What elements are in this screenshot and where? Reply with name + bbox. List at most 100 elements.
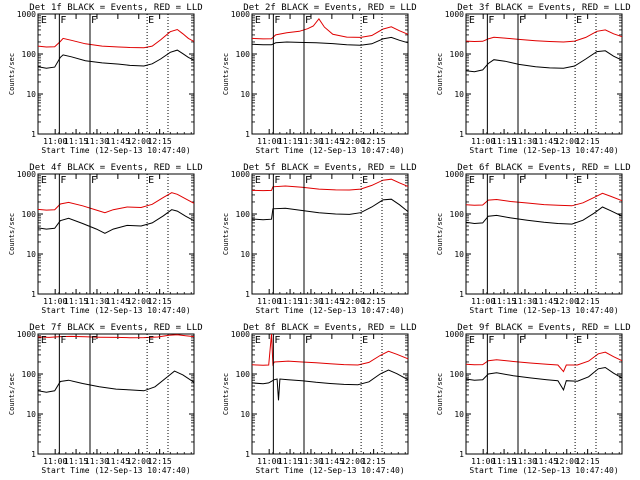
transition-marker-label: F xyxy=(488,15,494,26)
x-tick-label: 12:00 xyxy=(341,137,365,146)
lld-series-line xyxy=(465,192,623,207)
x-tick-label: 11:00 xyxy=(471,297,495,306)
transition-marker-label: E xyxy=(255,175,261,186)
y-tick-label: 100 xyxy=(450,50,465,59)
lld-series-line xyxy=(37,334,195,339)
transition-marker-label: F xyxy=(488,335,494,346)
transition-marker-label: F xyxy=(91,15,97,26)
y-tick-label: 100 xyxy=(22,210,37,219)
transition-marker-label: F xyxy=(305,15,311,26)
x-tick-label: 12:15 xyxy=(576,297,600,306)
y-axis-label: Counts/sec xyxy=(436,213,444,255)
transition-marker-label: E xyxy=(469,335,475,346)
transition-marker-label: E xyxy=(41,15,47,26)
x-tick-label: 12:00 xyxy=(127,457,151,466)
plot-frame xyxy=(465,13,623,135)
y-tick-label: 10 xyxy=(454,250,464,259)
detector-panel: Det 7f BLACK = Events, RED = LLD 1 10 100 10… xyxy=(8,323,203,475)
x-tick-label: 12:00 xyxy=(341,457,365,466)
transition-marker-label: E xyxy=(576,15,582,26)
lld-series-line xyxy=(465,351,623,373)
plot-frame xyxy=(251,173,409,295)
detector-panel: Det 3f BLACK = Events, RED = LLD 1 10 100 10… xyxy=(436,3,631,155)
x-tick-label: 11:00 xyxy=(257,297,281,306)
y-tick-label: 100 xyxy=(450,210,465,219)
panel-title: Det 5f BLACK = Events, RED = LLD xyxy=(243,163,416,173)
y-axis-label: Counts/sec xyxy=(8,53,16,95)
x-tick-label: 11:15 xyxy=(492,457,516,466)
transition-marker-label: F xyxy=(60,15,66,26)
y-tick-label: 100 xyxy=(22,370,37,379)
transition-marker-label: E xyxy=(469,175,475,186)
y-tick-label: 1 xyxy=(459,130,464,139)
x-tick-label: 11:15 xyxy=(64,457,88,466)
y-tick-label: 10 xyxy=(26,90,36,99)
transition-marker-label: F xyxy=(274,335,280,346)
x-tick-label: 12:15 xyxy=(576,137,600,146)
y-tick-label: 1000 xyxy=(445,10,464,19)
events-series-line xyxy=(251,369,409,401)
transition-marker-label: F xyxy=(519,175,525,186)
panel-title: Det 8f BLACK = Events, RED = LLD xyxy=(243,323,416,333)
y-tick-label: 1000 xyxy=(231,170,250,179)
x-tick-label: 11:00 xyxy=(257,457,281,466)
plot-frame xyxy=(37,333,195,455)
x-tick-label: 12:00 xyxy=(555,297,579,306)
y-tick-label: 10 xyxy=(26,250,36,259)
y-axis-label: Counts/sec xyxy=(222,373,230,415)
lld-series-line xyxy=(251,333,409,367)
transition-marker-label: E xyxy=(148,175,154,186)
lld-series-line xyxy=(37,28,195,49)
x-tick-label: 11:15 xyxy=(278,137,302,146)
x-tick-label: 11:30 xyxy=(299,297,323,306)
transition-marker-label: F xyxy=(488,175,494,186)
y-tick-label: 1000 xyxy=(445,170,464,179)
x-tick-label: 11:00 xyxy=(43,137,67,146)
detector-panel: Det 9f BLACK = Events, RED = LLD 1 10 100 10… xyxy=(436,323,631,475)
y-tick-label: 100 xyxy=(236,210,251,219)
events-series-line xyxy=(37,49,195,69)
transition-marker-label: E xyxy=(41,335,47,346)
y-tick-label: 10 xyxy=(240,90,250,99)
plot-frame xyxy=(37,13,195,135)
y-axis-label: Counts/sec xyxy=(8,213,16,255)
transition-marker-label: E xyxy=(576,335,582,346)
events-series-line xyxy=(465,206,623,225)
x-tick-label: 11:30 xyxy=(513,137,537,146)
x-tick-label: 11:15 xyxy=(64,137,88,146)
y-tick-label: 100 xyxy=(22,50,37,59)
transition-marker-label: E xyxy=(576,175,582,186)
detector-panel: Det 2f BLACK = Events, RED = LLD 1 10 100 10… xyxy=(222,3,417,155)
x-axis-label: Start Time (12-Sep-13 10:47:40) xyxy=(469,146,618,155)
x-tick-label: 11:45 xyxy=(320,137,344,146)
y-tick-label: 1 xyxy=(245,450,250,459)
x-tick-label: 11:15 xyxy=(64,297,88,306)
x-tick-label: 11:30 xyxy=(299,137,323,146)
x-tick-label: 12:00 xyxy=(341,297,365,306)
x-tick-label: 12:00 xyxy=(127,297,151,306)
y-tick-label: 1000 xyxy=(17,10,36,19)
transition-marker-label: E xyxy=(148,335,154,346)
y-axis-label: Counts/sec xyxy=(436,373,444,415)
x-tick-label: 11:00 xyxy=(257,137,281,146)
y-tick-label: 100 xyxy=(236,50,251,59)
transition-marker-label: E xyxy=(362,335,368,346)
x-axis-label: Start Time (12-Sep-13 10:47:40) xyxy=(255,306,404,315)
plot-frame xyxy=(251,13,409,135)
detector-panel: Det 6f BLACK = Events, RED = LLD 1 10 100 10… xyxy=(436,163,631,315)
detector-panel: Det 5f BLACK = Events, RED = LLD 1 10 100 10… xyxy=(222,163,417,315)
transition-marker-label: F xyxy=(519,335,525,346)
x-axis-label: Start Time (12-Sep-13 10:47:40) xyxy=(255,466,404,475)
panel-title: Det 6f BLACK = Events, RED = LLD xyxy=(457,163,630,173)
events-series-line xyxy=(37,209,195,234)
plot-frame xyxy=(251,333,409,455)
x-axis-label: Start Time (12-Sep-13 10:47:40) xyxy=(469,306,618,315)
x-tick-label: 11:15 xyxy=(278,457,302,466)
x-tick-label: 11:30 xyxy=(513,297,537,306)
y-tick-label: 1000 xyxy=(17,170,36,179)
y-tick-label: 1 xyxy=(245,130,250,139)
transition-marker-label: E xyxy=(362,175,368,186)
x-axis-label: Start Time (12-Sep-13 10:47:40) xyxy=(41,466,190,475)
transition-marker-label: E xyxy=(469,15,475,26)
